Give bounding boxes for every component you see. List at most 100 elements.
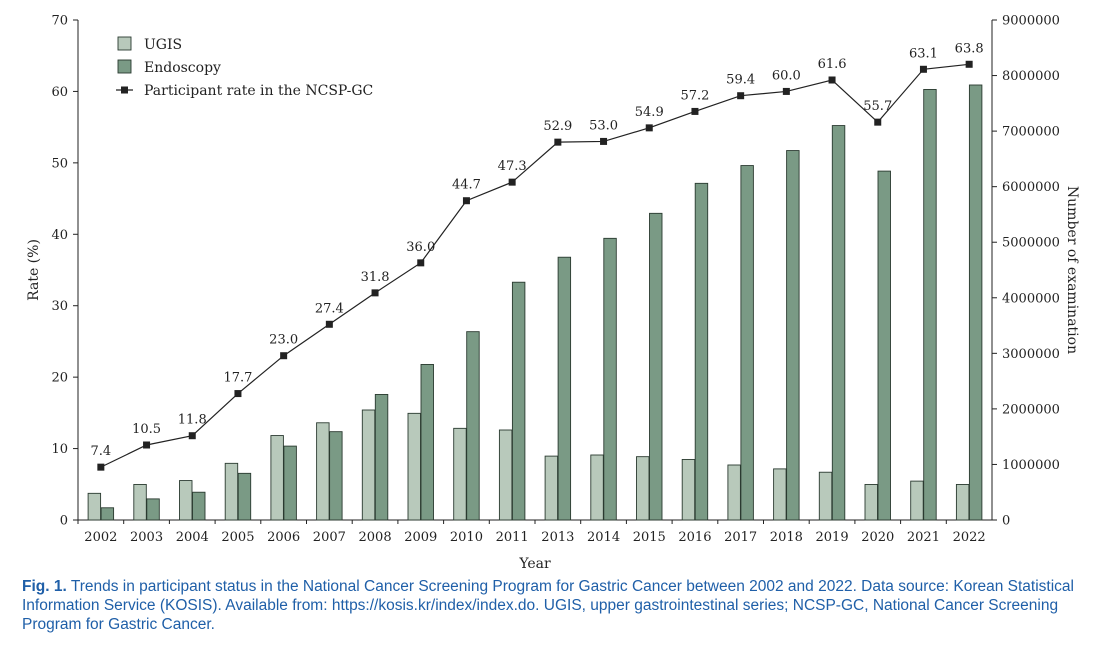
- x-tick-label: 2014: [587, 530, 620, 545]
- chart: 0 10 20 30 40 50 60 70 0 1000000 2000000 3000000 400…: [26, 14, 1080, 573]
- participant-rate-point: [691, 107, 699, 115]
- participant-rate-point: [188, 432, 196, 440]
- y2-tick-label: 8000000: [1002, 69, 1060, 84]
- figure-caption: Fig. 1. Trends in participant status in …: [22, 577, 1088, 634]
- ugis-bar: [224, 462, 239, 521]
- participant-rate-label: 10.5: [132, 422, 161, 437]
- caption-label: Fig. 1.: [22, 578, 67, 595]
- endoscopy-bar: [786, 150, 800, 521]
- x-tick-label: 2019: [816, 530, 849, 545]
- endoscopy-bar: [603, 237, 617, 521]
- y-tick-label: 20: [51, 371, 68, 386]
- x-tick-label: 2010: [450, 530, 483, 545]
- y-tick-label: 40: [51, 228, 68, 243]
- participant-rate-label: 7.4: [91, 444, 112, 459]
- endoscopy-bar: [237, 472, 252, 521]
- participant-rate-label: 54.9: [635, 105, 664, 120]
- ugis-bar: [636, 456, 650, 521]
- ugis-bar: [590, 454, 604, 521]
- endoscopy-bar: [740, 165, 754, 521]
- ugis-bar: [179, 480, 193, 521]
- participant-rate-label: 44.7: [452, 178, 481, 193]
- x-tick-label: 2017: [724, 530, 757, 545]
- x-tick-label: 2015: [633, 530, 666, 545]
- participant-rate-label: 59.4: [726, 73, 755, 88]
- x-tick-label: 2013: [541, 530, 574, 545]
- participant-rate-point: [280, 352, 288, 360]
- x-tick-label: 2021: [907, 530, 940, 545]
- y-tick-label: 30: [51, 299, 68, 314]
- ugis-bar: [773, 468, 787, 521]
- participant-rate-point: [143, 441, 151, 449]
- x-tick-label: 2018: [770, 530, 803, 545]
- endoscopy-bar: [374, 393, 389, 521]
- y2-tick-label: 3000000: [1002, 347, 1060, 362]
- y2-tick-label: 4000000: [1002, 291, 1060, 306]
- x-tick-label: 2006: [267, 530, 300, 545]
- x-tick-label: 2002: [84, 530, 117, 545]
- endoscopy-bar: [192, 491, 206, 521]
- y2-tick-label: 0: [1002, 514, 1010, 529]
- y-tick-label: 50: [51, 156, 68, 171]
- participant-rate-label: 63.8: [955, 41, 984, 56]
- x-tick-label: 2007: [313, 530, 346, 545]
- participant-rate-label: 23.0: [269, 333, 298, 348]
- participant-rate-point: [965, 60, 973, 68]
- participant-rate-label: 57.2: [680, 88, 709, 103]
- ugis-bar: [864, 483, 878, 521]
- endoscopy-bar: [968, 84, 983, 521]
- participant-rate-point: [737, 92, 745, 100]
- y-tick-label: 70: [51, 14, 68, 29]
- ugis-legend-swatch: [117, 36, 132, 51]
- endoscopy-bar: [283, 445, 297, 521]
- ugis-bar: [818, 471, 833, 521]
- endoscopy-bar: [146, 498, 160, 521]
- ugis-bar: [87, 492, 102, 521]
- participant-rate-point: [462, 197, 470, 205]
- x-tick-label: 2003: [130, 530, 163, 545]
- participant-rate-point: [874, 118, 882, 126]
- rate-legend-marker: [121, 86, 128, 94]
- x-tick-label: 2009: [404, 530, 437, 545]
- endoscopy-bar: [694, 182, 709, 521]
- ugis-bar: [407, 412, 421, 521]
- participant-rate-label: 11.8: [178, 413, 207, 428]
- x-tick-label: 2005: [221, 530, 254, 545]
- y2-tick-label: 1000000: [1002, 458, 1060, 473]
- participant-rate-point: [828, 76, 836, 84]
- y2-tick-label: 6000000: [1002, 180, 1060, 195]
- y2-tick-label: 9000000: [1002, 14, 1060, 29]
- y2-tick-label: 2000000: [1002, 402, 1060, 417]
- endoscopy-bar: [831, 125, 846, 521]
- y-tick-label: 60: [51, 85, 68, 100]
- legend-label: Endoscopy: [144, 60, 221, 76]
- endoscopy-bar: [100, 507, 115, 521]
- participant-rate-label: 55.7: [863, 99, 892, 114]
- endoscopy-bar: [649, 212, 663, 521]
- x-tick-label: 2016: [678, 530, 711, 545]
- participant-rate-label: 52.9: [543, 119, 572, 134]
- y2-axis-title: Number of examination: [1064, 186, 1080, 354]
- ugis-bar: [681, 458, 696, 521]
- endoscopy-bar: [466, 331, 480, 521]
- x-tick-label: 2020: [861, 530, 894, 545]
- ugis-bar: [910, 480, 924, 521]
- participant-rate-point: [919, 65, 927, 73]
- legend-label: UGIS: [144, 37, 182, 53]
- participant-rate-label: 31.8: [361, 270, 390, 285]
- participant-rate-point: [508, 178, 516, 186]
- ugis-bar: [727, 464, 741, 521]
- participant-rate-label: 27.4: [315, 301, 344, 316]
- endoscopy-bar: [420, 363, 434, 521]
- participant-rate-label: 47.3: [498, 159, 527, 174]
- y-axis-title: Rate (%): [26, 239, 42, 301]
- endoscopy-bar: [923, 88, 937, 521]
- participant-rate-point: [97, 463, 105, 471]
- legend-label: Participant rate in the NCSP-GC: [144, 83, 373, 99]
- ugis-bar: [453, 427, 467, 521]
- participant-rate-point: [782, 87, 790, 95]
- y-tick-label: 0: [60, 514, 68, 529]
- x-tick-label: 2011: [496, 530, 529, 545]
- participant-rate-line: [100, 63, 970, 468]
- participant-rate-point: [371, 289, 379, 297]
